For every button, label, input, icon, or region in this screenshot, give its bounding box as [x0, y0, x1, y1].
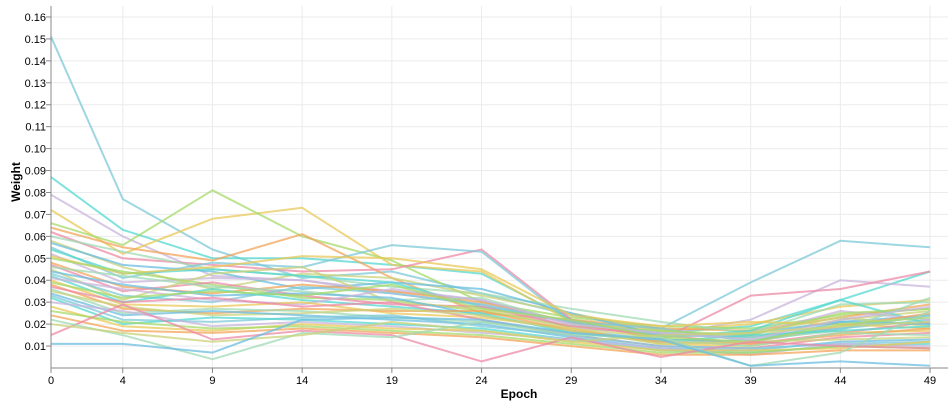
series-line-38 — [50, 310, 931, 367]
x-tick-label: 49 — [924, 375, 936, 387]
series-line-36 — [50, 314, 931, 356]
y-tick-label: 0.01 — [25, 341, 46, 353]
y-tick-label: 0.07 — [25, 209, 46, 221]
y-tick-label: 0.04 — [25, 275, 46, 287]
series-line-4 — [50, 206, 931, 332]
y-tick-label: 0.16 — [25, 12, 46, 24]
x-tick-label: 34 — [655, 375, 667, 387]
series-line-23 — [50, 277, 931, 341]
x-tick-label: 44 — [834, 375, 846, 387]
y-tick-label: 0.09 — [25, 166, 46, 178]
series-line-25 — [50, 281, 931, 343]
y-tick-label: 0.12 — [25, 100, 46, 112]
x-tick-label: 14 — [296, 375, 308, 387]
x-gridlines — [50, 6, 931, 368]
x-tick-label: 39 — [745, 375, 757, 387]
y-tick-label: 0.13 — [25, 78, 46, 90]
y-tick-label: 0.15 — [25, 34, 46, 46]
series-line-40 — [51, 316, 931, 367]
y-tick-label: 0.11 — [25, 122, 46, 134]
x-tick-label: 0 — [48, 375, 54, 387]
x-tick-label: 9 — [209, 375, 215, 387]
x-axis-ticks: 0 4 9 14 19 24 29 34 39 44 49 — [48, 368, 936, 387]
y-tick-label: 0.05 — [25, 253, 46, 265]
y-tick-label: 0.06 — [25, 231, 46, 243]
series-line-35 — [50, 310, 931, 354]
y-tick-label: 0.10 — [25, 144, 46, 156]
y-tick-label: 0.03 — [25, 297, 46, 309]
y-axis-title: Weight — [9, 162, 23, 202]
series-lines — [50, 36, 931, 367]
axes — [50, 6, 948, 369]
series-line-39 — [50, 320, 931, 343]
x-tick-label: 4 — [120, 375, 126, 387]
y-tick-label: 0.14 — [25, 56, 46, 68]
series-line-14 — [50, 255, 931, 330]
x-tick-label: 19 — [386, 375, 398, 387]
y-tick-label: 0.08 — [25, 187, 46, 199]
x-axis-title: Epoch — [501, 387, 538, 401]
y-tick-label: 0.02 — [25, 319, 46, 331]
x-tick-label: 24 — [475, 375, 487, 387]
y-axis-ticks: 0.01 0.02 0.03 0.04 0.05 0.06 0.07 0.08 0.09 0.10… — [25, 12, 51, 353]
x-tick-label: 29 — [565, 375, 577, 387]
series-line-37 — [50, 303, 931, 363]
